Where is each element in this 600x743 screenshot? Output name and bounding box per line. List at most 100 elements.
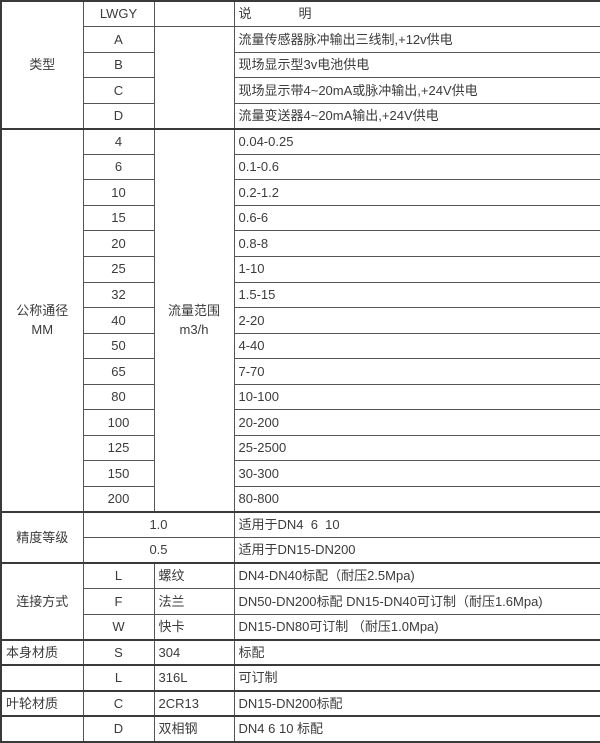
code-cell: W [82, 613, 155, 641]
table-row: D 双相钢 DN4 6 10 标配 [0, 715, 600, 743]
code-cell: L [82, 664, 155, 692]
section-label-body-material: 本身材质 [0, 638, 84, 666]
table-row: 15 0.6-6 [1, 204, 600, 232]
table-row: 65 7-70 [1, 358, 600, 385]
code-cell: B [82, 51, 155, 79]
section-label-connection: 连接方式 [0, 562, 84, 641]
table-row: 20 0.8-8 [1, 230, 600, 257]
table-row: 25 1-10 [1, 255, 600, 283]
desc-cell: 25-2500 [233, 434, 600, 462]
desc-cell: 80-800 [233, 485, 600, 513]
code-cell: 40 [82, 307, 155, 334]
desc-cell: 现场显示带4~20mA或脉冲输出,+24V供电 [233, 77, 600, 104]
desc-cell: 7-70 [233, 358, 600, 385]
table-row: 叶轮材质 C 2CR13 DN15-DN200标配 [0, 689, 600, 717]
desc-cell: 10-100 [233, 383, 600, 411]
desc-cell: DN50-DN200标配 DN15-DN40可订制（耐压1.6Mpa) [233, 588, 600, 615]
desc-cell: 1.5-15 [233, 281, 600, 309]
desc-cell: 0.8-8 [233, 230, 600, 257]
code-cell: 200 [82, 485, 155, 513]
middle-cell: 双相钢 [153, 715, 235, 743]
table-row: W 快卡 DN15-DN80可订制 （耐压1.0Mpa) [1, 613, 600, 641]
desc-cell: 流量变送器4~20mA输出,+24V供电 [233, 102, 600, 130]
code-cell: 50 [82, 332, 155, 360]
flow-range-label-cell: 流量范围 m3/h [153, 127, 235, 513]
table-row: 80 10-100 [1, 383, 600, 411]
accuracy-value-cell: 1.0 [82, 510, 235, 538]
table-row: L 316L 可订制 [0, 664, 600, 692]
desc-cell: 现场显示型3v电池供电 [233, 51, 600, 79]
header-middle-empty-cell [153, 0, 235, 28]
section-label-diameter: 公称通径 MM [0, 127, 84, 513]
desc-cell: 30-300 [233, 460, 600, 487]
header-code-cell: LWGY [82, 0, 155, 28]
code-cell: 100 [82, 409, 155, 436]
table-row: 40 2-20 [1, 307, 600, 334]
desc-cell: 1-10 [233, 255, 600, 283]
desc-cell: DN15-DN200标配 [233, 689, 600, 717]
desc-cell: DN4 6 10 标配 [233, 715, 600, 743]
table-row: 6 0.1-0.6 [1, 153, 600, 181]
table-row: 125 25-2500 [1, 434, 600, 462]
desc-cell: 流量传感器脉冲输出三线制,+12v供电 [233, 26, 600, 53]
code-cell: 15 [82, 204, 155, 232]
desc-cell: 20-200 [233, 409, 600, 436]
code-cell: 4 [82, 127, 155, 155]
code-cell: C [82, 77, 155, 104]
code-cell: 32 [82, 281, 155, 309]
table-row: D 流量变送器4~20mA输出,+24V供电 [1, 102, 600, 130]
table-row: 连接方式 L 螺纹 DN4-DN40标配（耐压2.5Mpa) [0, 562, 600, 641]
desc-cell: 0.6-6 [233, 204, 600, 232]
desc-cell: 0.2-1.2 [233, 179, 600, 206]
table-row: 0.5 适用于DN15-DN200 [1, 536, 600, 564]
code-cell: 10 [82, 179, 155, 206]
desc-cell: 可订制 [233, 664, 600, 692]
code-cell: 150 [82, 460, 155, 487]
impeller-label-empty-cell [0, 715, 84, 743]
impeller-label-empty-cell [0, 664, 84, 692]
table-row: C 现场显示带4~20mA或脉冲输出,+24V供电 [1, 77, 600, 104]
code-cell: C [82, 689, 155, 717]
table-row: 150 30-300 [1, 460, 600, 487]
desc-cell: 0.1-0.6 [233, 153, 600, 181]
section-label-accuracy: 精度等级 [0, 510, 84, 564]
table-row: 100 20-200 [1, 409, 600, 436]
table-row: 200 80-800 [1, 485, 600, 513]
code-cell: 6 [82, 153, 155, 181]
header-row: 类型 LWGY 说 明 [0, 0, 600, 130]
code-cell: L [82, 562, 155, 590]
table-row: 公称通径 MM 4 流量范围 m3/h 0.04-0.25 [0, 127, 600, 513]
table-row: A 流量传感器脉冲输出三线制,+12v供电 [1, 26, 600, 130]
desc-cell: 0.04-0.25 [233, 127, 600, 155]
middle-cell: 2CR13 [153, 689, 235, 717]
section-label-impeller-material: 叶轮材质 [0, 689, 84, 717]
code-cell: F [82, 588, 155, 615]
desc-cell: 2-20 [233, 307, 600, 334]
code-cell: 80 [82, 383, 155, 411]
table-row: B 现场显示型3v电池供电 [1, 51, 600, 79]
table-row: 32 1.5-15 [1, 281, 600, 309]
code-cell: 20 [82, 230, 155, 257]
middle-cell: 316L [153, 664, 235, 692]
table-row: 50 4-40 [1, 332, 600, 360]
header-desc-cell: 说 明 [233, 0, 600, 28]
code-cell: A [82, 26, 155, 53]
table-row: 精度等级 1.0 适用于DN4 6 10 [0, 510, 600, 564]
code-cell: 65 [82, 358, 155, 385]
table-row: F 法兰 DN50-DN200标配 DN15-DN40可订制（耐压1.6Mpa) [1, 588, 600, 615]
table-row: 10 0.2-1.2 [1, 179, 600, 206]
desc-cell: 4-40 [233, 332, 600, 360]
type-middle-empty-cell [153, 26, 235, 130]
desc-cell: 标配 [233, 638, 600, 666]
desc-cell: DN4-DN40标配（耐压2.5Mpa) [233, 562, 600, 590]
middle-cell: 法兰 [153, 588, 235, 615]
desc-cell: 适用于DN15-DN200 [233, 536, 600, 564]
desc-cell: 适用于DN4 6 10 [233, 510, 600, 538]
code-cell: 125 [82, 434, 155, 462]
middle-cell: 快卡 [153, 613, 235, 641]
code-cell: D [82, 715, 155, 743]
table-row: 本身材质 S 304 标配 [0, 638, 600, 666]
middle-cell: 螺纹 [153, 562, 235, 590]
code-cell: 25 [82, 255, 155, 283]
